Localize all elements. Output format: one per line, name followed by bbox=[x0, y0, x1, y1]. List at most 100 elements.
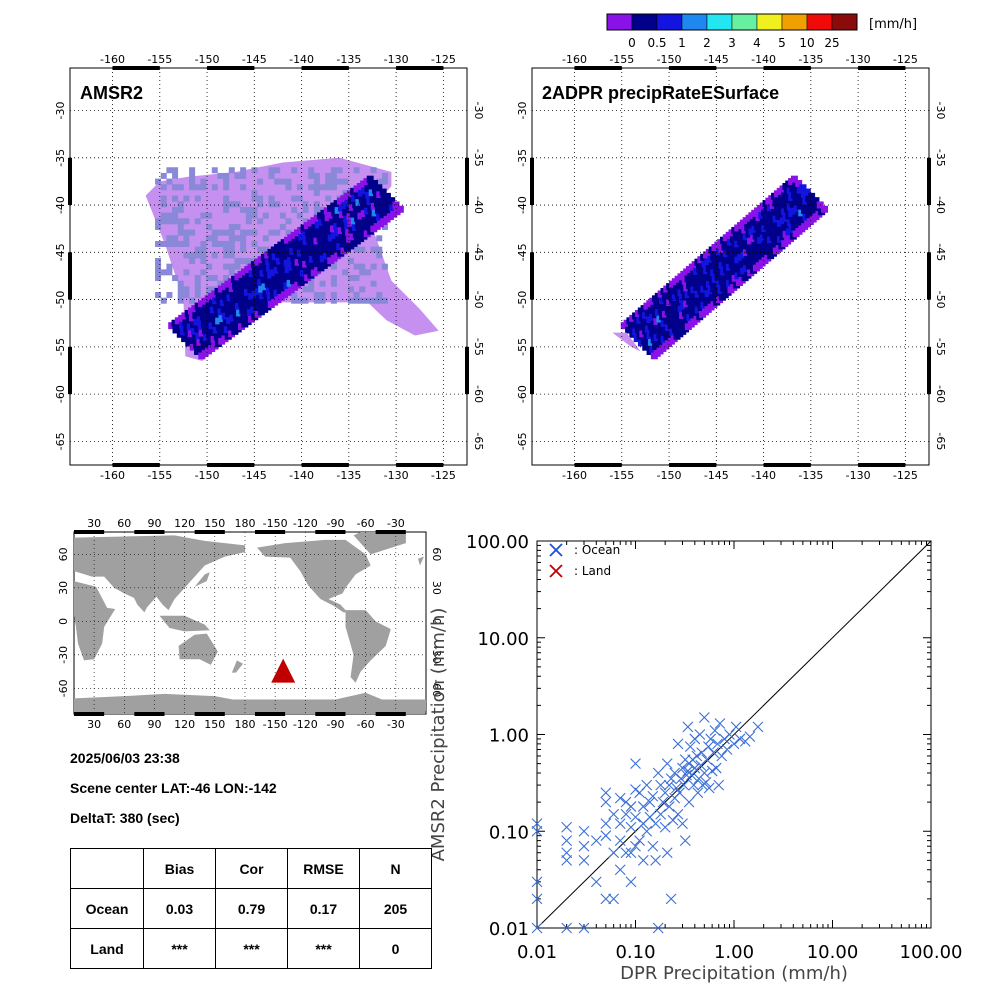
data-point bbox=[659, 821, 671, 833]
precip-pixel bbox=[155, 257, 162, 264]
precip-pixel bbox=[268, 172, 275, 179]
data-point bbox=[650, 854, 661, 866]
data-point bbox=[698, 767, 710, 779]
world-border-bar bbox=[315, 712, 346, 716]
data-point bbox=[744, 731, 756, 743]
precip-pixel bbox=[223, 184, 230, 191]
data-point bbox=[661, 847, 673, 859]
precip-pixel bbox=[319, 184, 326, 191]
colorbar-swatch bbox=[831, 13, 858, 31]
precip-pixel bbox=[325, 172, 332, 179]
data-point bbox=[647, 790, 659, 802]
precip-pixel bbox=[194, 184, 201, 191]
data-point-stroke bbox=[644, 796, 656, 808]
x-tick-label: 100.00 bbox=[900, 942, 963, 963]
precip-pixel bbox=[291, 206, 298, 213]
lat-tick-label: -40 bbox=[54, 196, 67, 214]
precip-pixel bbox=[262, 212, 269, 219]
precip-pixel bbox=[325, 178, 332, 185]
data-point-stroke bbox=[578, 825, 590, 837]
data-point-stroke bbox=[677, 818, 688, 829]
colorbar-tick-label: 1 bbox=[678, 36, 686, 50]
border-bar bbox=[396, 463, 444, 467]
precip-pixel bbox=[319, 297, 326, 304]
precip-pixel bbox=[160, 195, 167, 202]
precip-pixel bbox=[194, 280, 201, 287]
precip-pixel bbox=[155, 240, 162, 247]
precip-pixel bbox=[257, 201, 264, 208]
stats-header-n: N bbox=[359, 848, 432, 889]
datetime-text: 2025/06/03 23:38 bbox=[70, 750, 180, 766]
precip-pixel bbox=[359, 286, 366, 293]
data-point bbox=[644, 796, 656, 808]
data-point bbox=[716, 750, 728, 762]
precip-pixel bbox=[217, 172, 224, 179]
precip-pixel bbox=[172, 240, 179, 247]
precip-pixel bbox=[166, 292, 173, 299]
precip-pixel bbox=[177, 229, 184, 236]
precip-pixel bbox=[183, 235, 190, 242]
data-point-stroke bbox=[614, 835, 626, 847]
colorbar-tick-label: 0 bbox=[628, 36, 636, 50]
precip-pixel bbox=[160, 172, 167, 179]
precip-pixel bbox=[223, 229, 230, 236]
stats-cell: *** bbox=[215, 928, 288, 969]
data-point bbox=[689, 762, 701, 774]
data-point-stroke bbox=[698, 712, 710, 723]
world-border-bar bbox=[254, 712, 286, 716]
precip-pixel bbox=[166, 240, 173, 247]
precip-pixel bbox=[279, 178, 286, 185]
precip-pixel bbox=[376, 235, 383, 242]
one-to-one-line bbox=[536, 540, 932, 929]
precip-pixel bbox=[177, 280, 184, 287]
lat-tick-label: -30 bbox=[516, 102, 529, 120]
lon-tick-label: -135 bbox=[336, 469, 361, 482]
precip-pixel bbox=[172, 184, 179, 191]
data-point-stroke bbox=[688, 779, 700, 791]
precip-pixel bbox=[359, 297, 366, 304]
data-point bbox=[712, 738, 723, 750]
data-point bbox=[752, 721, 764, 733]
colorbar-swatch bbox=[606, 13, 633, 31]
data-point-stroke bbox=[641, 779, 653, 791]
precip-pixel bbox=[296, 184, 303, 191]
data-point-stroke bbox=[578, 854, 590, 866]
lat-tick-label: -65 bbox=[934, 432, 947, 450]
precip-pixel bbox=[274, 201, 281, 208]
precip-pixel bbox=[155, 218, 162, 225]
precip-pixel bbox=[206, 212, 213, 219]
border-bar bbox=[112, 463, 160, 467]
lat-tick-label: -50 bbox=[472, 291, 485, 309]
precip-pixel bbox=[223, 201, 230, 208]
data-point bbox=[728, 738, 740, 750]
precip-pixel bbox=[177, 286, 184, 293]
precip-pixel bbox=[342, 269, 349, 276]
precip-pixel bbox=[228, 252, 235, 259]
precip-pixel bbox=[223, 275, 230, 282]
data-point-stroke bbox=[630, 784, 641, 795]
lat-tick-label: -45 bbox=[54, 243, 67, 261]
data-point bbox=[561, 854, 573, 866]
precip-pixel bbox=[291, 195, 298, 202]
precip-pixel bbox=[330, 167, 337, 174]
data-point bbox=[721, 744, 733, 755]
precip-pixel bbox=[274, 178, 281, 185]
lat-tick-label: -65 bbox=[472, 432, 485, 450]
precip-pixel bbox=[223, 240, 230, 247]
lat-tick-label: -60 bbox=[516, 385, 529, 403]
lon-tick-label: -130 bbox=[384, 53, 409, 66]
precip-pixel bbox=[223, 263, 230, 270]
landmass bbox=[194, 572, 210, 587]
border-bar bbox=[207, 463, 255, 467]
precip-pixel bbox=[291, 292, 298, 299]
precip-pixel bbox=[200, 212, 207, 219]
precip-pixel bbox=[189, 252, 196, 259]
data-point-stroke bbox=[661, 847, 673, 859]
lon-tick-label: -125 bbox=[893, 53, 918, 66]
precip-pixel bbox=[330, 178, 337, 185]
precip-pixel bbox=[234, 201, 241, 208]
world-lat-tick-label: 30 bbox=[57, 581, 70, 595]
data-point bbox=[694, 729, 706, 740]
border-bar bbox=[574, 463, 622, 467]
border-bar bbox=[574, 66, 622, 70]
